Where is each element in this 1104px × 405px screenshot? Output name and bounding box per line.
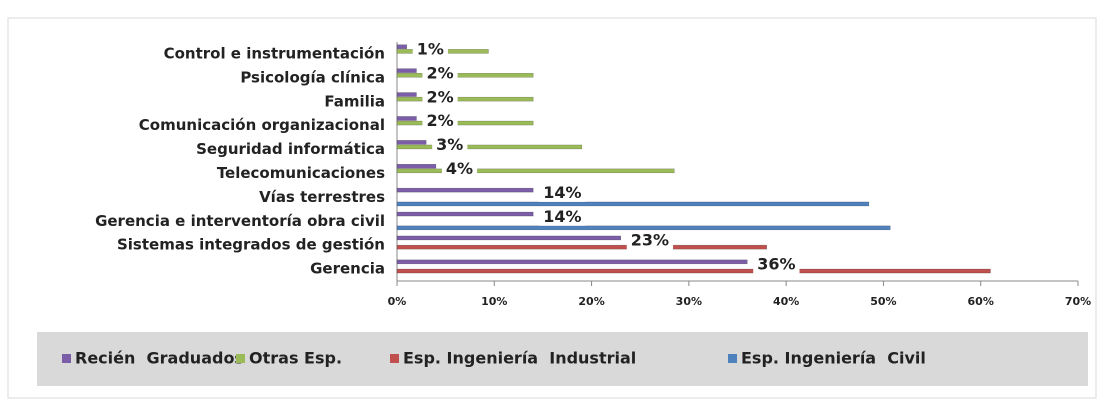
- x-tick-label: 70%: [1065, 295, 1091, 308]
- legend-box: [37, 332, 1088, 386]
- bar: [396, 73, 534, 78]
- data-label-bg: [412, 39, 448, 59]
- data-label-bg: [539, 206, 586, 226]
- x-tick-label: 20%: [578, 295, 604, 308]
- data-label: 14%: [543, 207, 581, 226]
- bar: [396, 120, 534, 126]
- category-label: Gerencia: [310, 260, 385, 278]
- legend-label: Recién Graduados: [75, 349, 244, 368]
- bar: [396, 168, 675, 174]
- data-label-bg: [441, 158, 478, 178]
- bar: [396, 68, 417, 73]
- x-tick-label: 30%: [676, 295, 702, 308]
- data-label: 36%: [757, 255, 795, 274]
- data-label-bg: [432, 135, 468, 155]
- category-label: Seguridad informática: [196, 140, 385, 158]
- category-label: Familia: [324, 92, 385, 110]
- bar: [396, 96, 534, 102]
- data-label: 2%: [426, 111, 453, 130]
- x-tick-label: 60%: [968, 295, 994, 308]
- data-label-bg: [422, 63, 458, 83]
- data-label-bg: [422, 111, 458, 131]
- data-label: 2%: [426, 87, 453, 106]
- data-label: 14%: [543, 183, 581, 202]
- x-tick-label: 50%: [870, 295, 896, 308]
- x-tick-label: 10%: [481, 295, 507, 308]
- bar: [396, 92, 417, 97]
- legend-marker: [236, 354, 245, 363]
- bar: [396, 211, 534, 217]
- legend-label: Esp. Ingeniería Civil: [741, 349, 926, 368]
- category-label: Psicología clínica: [240, 68, 385, 86]
- data-label: 23%: [631, 231, 669, 250]
- category-label: Vías terrestres: [259, 188, 385, 206]
- category-label: Comunicación organizacional: [139, 116, 385, 134]
- bar: [396, 235, 622, 241]
- bar: [396, 187, 534, 193]
- data-label: 3%: [436, 135, 463, 154]
- legend-label: Esp. Ingeniería Industrial: [403, 349, 636, 368]
- bar: [396, 116, 417, 121]
- legend-marker: [390, 354, 399, 363]
- bar: [396, 140, 427, 145]
- category-label: Gerencia e interventoría obra civil: [95, 212, 385, 230]
- category-label: Telecomunicaciones: [217, 164, 385, 182]
- x-tick-label: 0%: [388, 295, 407, 308]
- data-label: 1%: [417, 39, 444, 58]
- data-label-bg: [422, 87, 458, 107]
- category-label: Control e instrumentación: [164, 44, 385, 62]
- data-label-bg: [539, 182, 586, 202]
- legend-marker: [62, 354, 71, 363]
- bar: [396, 44, 407, 49]
- bar: [396, 164, 437, 169]
- data-label-bg: [753, 254, 800, 274]
- x-tick-label: 40%: [773, 295, 799, 308]
- data-label: 2%: [426, 63, 453, 82]
- category-label: Sistemas integrados de gestión: [117, 236, 385, 254]
- data-label: 4%: [446, 159, 473, 178]
- legend-marker: [728, 354, 737, 363]
- data-label-bg: [626, 230, 674, 250]
- bar: [396, 144, 583, 150]
- legend-label: Otras Esp.: [249, 349, 342, 368]
- bar: [396, 259, 748, 265]
- bar: [396, 244, 767, 250]
- bar: [396, 201, 870, 207]
- bar: [396, 225, 891, 231]
- bar: [396, 268, 991, 274]
